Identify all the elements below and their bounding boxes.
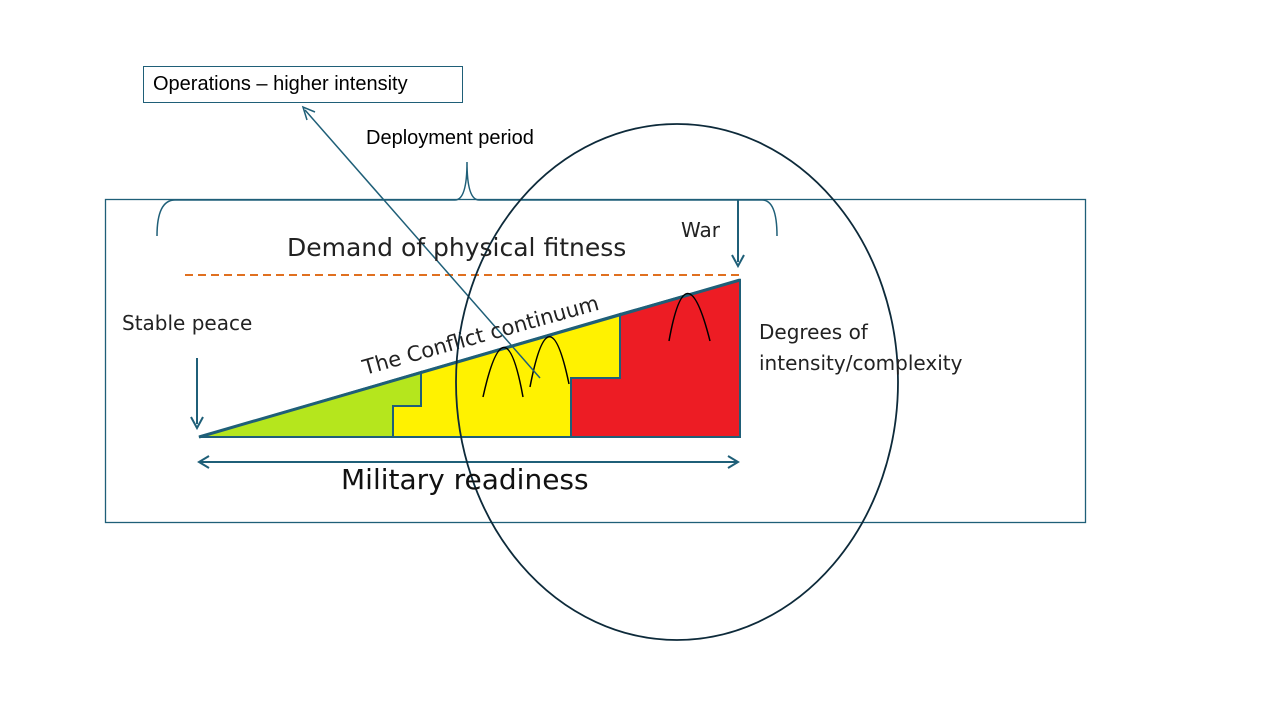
degrees-label-line1: Degrees of xyxy=(759,320,868,344)
degrees-label: Degrees of intensity/complexity xyxy=(759,317,962,379)
readiness-arrowhead-right xyxy=(727,455,740,469)
war-arrowhead xyxy=(731,254,745,269)
callout-arrowhead xyxy=(301,105,316,121)
operations-callout-text: Operations – higher intensity xyxy=(153,73,408,95)
war-label: War xyxy=(681,218,720,242)
highlight-ellipse xyxy=(455,123,899,641)
readiness-arrowhead-left xyxy=(197,455,210,469)
intensity-peak xyxy=(529,336,570,388)
degrees-label-line2: intensity/complexity xyxy=(759,351,963,375)
stable-peace-label: Stable peace xyxy=(122,311,253,335)
peace-arrowhead xyxy=(190,416,204,431)
callout-connector xyxy=(304,109,541,379)
deployment-period-label: Deployment period xyxy=(366,127,534,149)
intensity-peak xyxy=(482,347,524,398)
military-readiness-label: Military readiness xyxy=(341,463,589,496)
deployment-brace xyxy=(156,161,778,237)
continuum-slope xyxy=(198,278,741,439)
intensity-peak xyxy=(668,292,711,342)
operations-callout: Operations – higher intensity xyxy=(143,66,463,103)
demand-fitness-label: Demand of physical fitness xyxy=(287,233,627,262)
